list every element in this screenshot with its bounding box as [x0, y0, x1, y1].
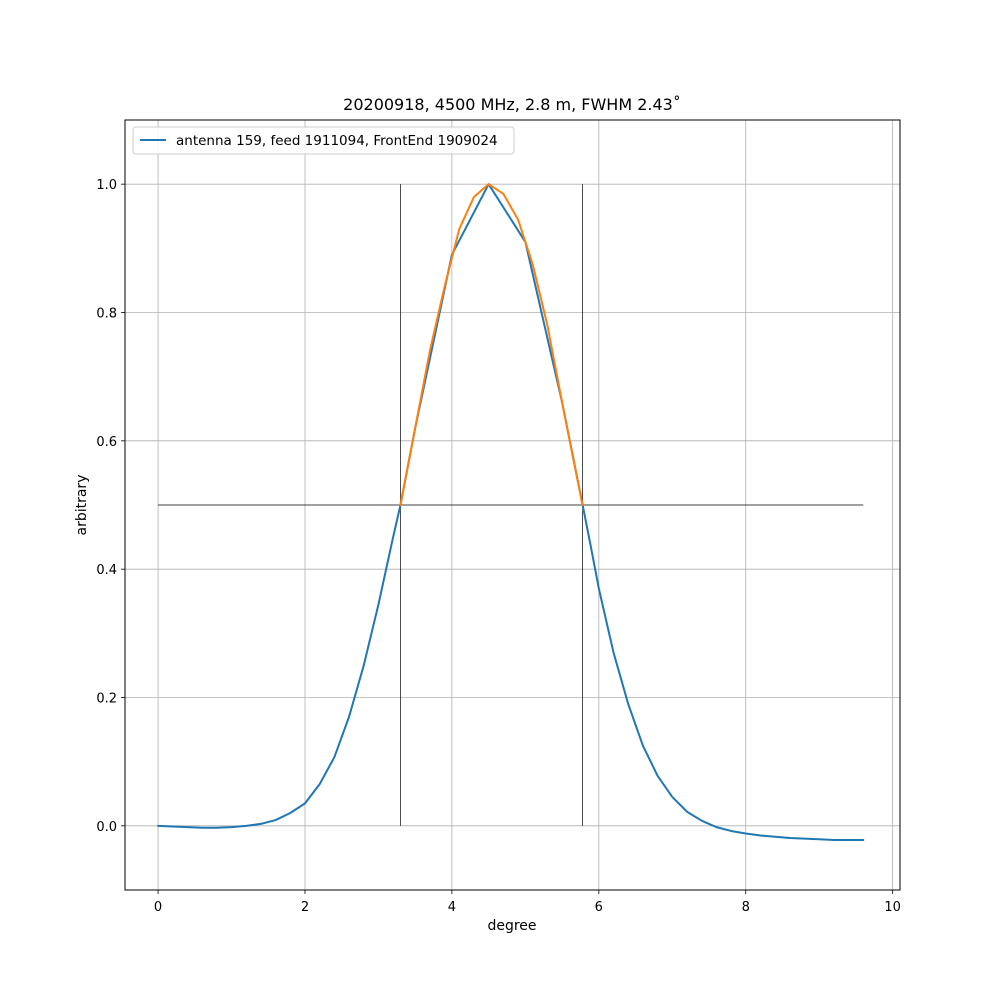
x-tick-label: 0 [154, 900, 162, 915]
plot-area-frame [124, 119, 901, 891]
y-axis-label: arbitrary [74, 475, 90, 536]
axis-ticks: 0 2 4 6 8 10 0.0 0.2 0.4 0.6 0.8 1.0 [96, 178, 901, 915]
y-tick-label: 0.2 [96, 692, 117, 707]
x-tick-label: 6 [595, 900, 603, 915]
x-tick-label: 4 [448, 900, 456, 915]
chart-title: 20200918, 4500 MHz, 2.8 m, FWHM 2.43˚ [343, 95, 681, 114]
y-tick-label: 1.0 [96, 178, 117, 193]
y-tick-label: 0.8 [96, 307, 117, 322]
y-tick-label: 0.4 [96, 563, 117, 578]
series-line-fwhm-segment [399, 183, 584, 506]
y-tick-label: 0.6 [96, 435, 117, 450]
legend-box [132, 126, 515, 155]
x-axis-label: degree [487, 918, 536, 934]
legend-label: antenna 159, feed 1911094, FrontEnd 1909… [176, 133, 498, 149]
legend: antenna 159, feed 1911094, FrontEnd 1909… [132, 126, 515, 155]
x-tick-label: 10 [884, 900, 901, 915]
series-lines [157, 183, 865, 841]
series-line-beam [157, 183, 865, 841]
x-tick-label: 8 [742, 900, 750, 915]
y-tick-label: 0.0 [96, 820, 117, 835]
x-tick-label: 2 [301, 900, 309, 915]
